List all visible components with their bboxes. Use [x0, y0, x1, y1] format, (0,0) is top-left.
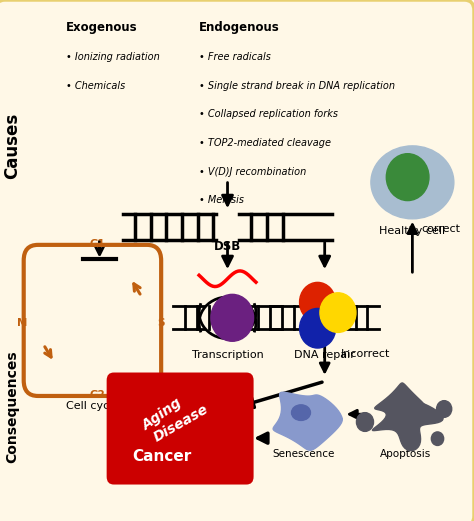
Text: • TOP2-mediated cleavage: • TOP2-mediated cleavage [199, 138, 331, 148]
Text: G1: G1 [89, 239, 105, 249]
Text: Endogenous: Endogenous [199, 21, 280, 34]
Text: • Chemicals: • Chemicals [66, 81, 126, 91]
Text: • Meiosis: • Meiosis [199, 195, 244, 205]
Ellipse shape [292, 405, 310, 420]
Text: Consequences: Consequences [5, 350, 19, 463]
Text: DNA repair: DNA repair [294, 351, 355, 361]
Text: • Collapsed replication forks: • Collapsed replication forks [199, 109, 338, 119]
Ellipse shape [371, 146, 454, 219]
Text: • Single strand break in DNA replication: • Single strand break in DNA replication [199, 81, 395, 91]
Text: Causes: Causes [3, 113, 21, 179]
Text: Exogenous: Exogenous [66, 21, 138, 34]
FancyBboxPatch shape [107, 373, 254, 485]
Text: Cell cycle: Cell cycle [66, 401, 119, 411]
Text: M: M [17, 318, 27, 328]
Text: G2: G2 [89, 390, 105, 400]
Text: • Ionizing radiation: • Ionizing radiation [66, 52, 160, 62]
Text: Transcription: Transcription [191, 351, 264, 361]
Circle shape [300, 308, 336, 348]
Circle shape [211, 294, 254, 341]
Text: • V(D)J recombination: • V(D)J recombination [199, 167, 306, 177]
Text: S: S [157, 318, 165, 328]
Circle shape [431, 432, 444, 445]
Polygon shape [273, 392, 342, 450]
Text: Disease: Disease [152, 402, 211, 445]
Text: Apoptosis: Apoptosis [380, 450, 431, 460]
Polygon shape [373, 383, 443, 451]
Circle shape [437, 401, 452, 417]
Text: Aging: Aging [140, 396, 185, 433]
Text: correct: correct [422, 224, 461, 234]
Text: DSB: DSB [214, 240, 241, 253]
Text: • Free radicals: • Free radicals [199, 52, 271, 62]
Circle shape [386, 154, 429, 201]
Text: Healthy cell: Healthy cell [379, 227, 446, 237]
Circle shape [320, 293, 356, 332]
Text: Cancer: Cancer [133, 449, 192, 464]
Text: Incorrect: Incorrect [341, 349, 391, 359]
Circle shape [356, 413, 374, 431]
Text: Senescence: Senescence [272, 450, 335, 460]
Circle shape [300, 282, 336, 322]
